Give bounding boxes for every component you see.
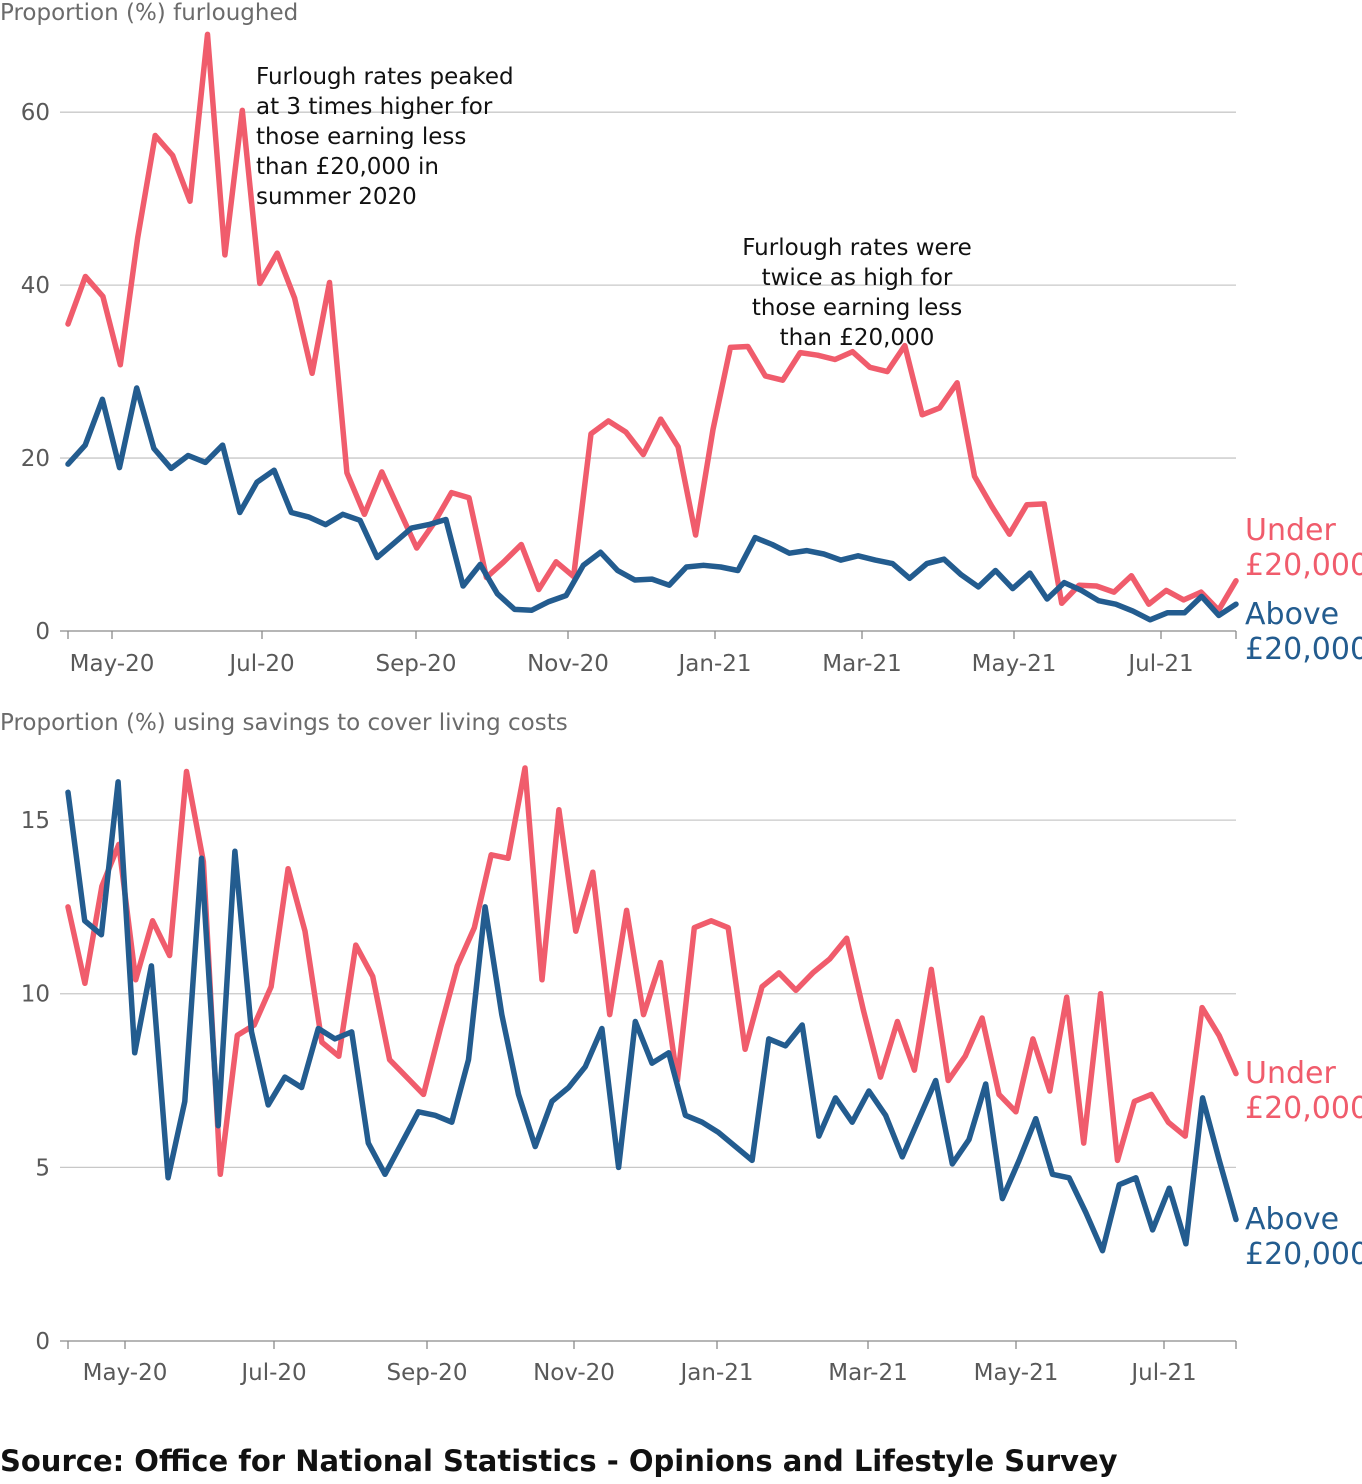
x-tick-label: May-21 <box>972 651 1057 677</box>
x-tick-label: Nov-20 <box>533 1360 615 1386</box>
x-tick-label: Jul-20 <box>239 1360 306 1386</box>
y-tick-label: 15 <box>21 808 50 834</box>
y-tick-label: 40 <box>21 273 50 299</box>
x-tick-label: Jul-20 <box>227 651 294 677</box>
series-label-under: Under £20,000 <box>1245 1056 1362 1126</box>
y-tick-label: 60 <box>21 100 50 126</box>
y-axis-title: Proportion (%) furloughed <box>0 0 298 26</box>
x-tick-label: Sep-20 <box>376 651 457 677</box>
furlough-panel: Proportion (%) furloughed 0 20 40 60 May-20 Ju… <box>0 0 1362 677</box>
series-label-above: Above £20,000 <box>1245 597 1362 667</box>
x-tick-label: Sep-20 <box>387 1360 468 1386</box>
x-tick-label: Mar-21 <box>822 651 902 677</box>
y-tick-label: 5 <box>35 1155 50 1181</box>
x-tick-label: Jan-21 <box>678 1360 753 1386</box>
y-tick-label: 0 <box>35 619 50 645</box>
series-line-above <box>65 779 1239 1254</box>
series-line-above <box>65 385 1239 623</box>
annotation: Furlough rates peaked at 3 times higher f… <box>256 64 514 210</box>
x-tick-label: May-20 <box>70 651 155 677</box>
annotation: Furlough rates were twice as high for thos… <box>742 235 972 351</box>
x-tick-label: May-20 <box>83 1360 168 1386</box>
y-axis-title: Proportion (%) using savings to cover li… <box>0 710 568 736</box>
y-tick-label: 20 <box>21 446 50 472</box>
y-tick-label: 10 <box>21 982 50 1008</box>
x-tick-label: Nov-20 <box>527 651 609 677</box>
series-label-under: Under £20,000 <box>1245 513 1362 583</box>
savings-panel: Proportion (%) using savings to cover li… <box>0 710 1362 1386</box>
chart-canvas: Proportion (%) furloughed 0 20 40 60 May-20 Ju… <box>0 0 1362 1386</box>
source-note: Source: Office for National Statistics -… <box>0 1444 1118 1478</box>
x-tick-label: Jan-21 <box>676 651 751 677</box>
y-tick-label: 0 <box>35 1329 50 1355</box>
x-tick-label: Jul-21 <box>1126 651 1193 677</box>
x-tick-label: Mar-21 <box>828 1360 908 1386</box>
x-tick-label: Jul-21 <box>1129 1360 1196 1386</box>
series-line-under <box>65 765 1239 1178</box>
series-line-under <box>65 31 1239 613</box>
series-label-above: Above £20,000 <box>1245 1202 1362 1272</box>
x-tick-label: May-21 <box>974 1360 1059 1386</box>
